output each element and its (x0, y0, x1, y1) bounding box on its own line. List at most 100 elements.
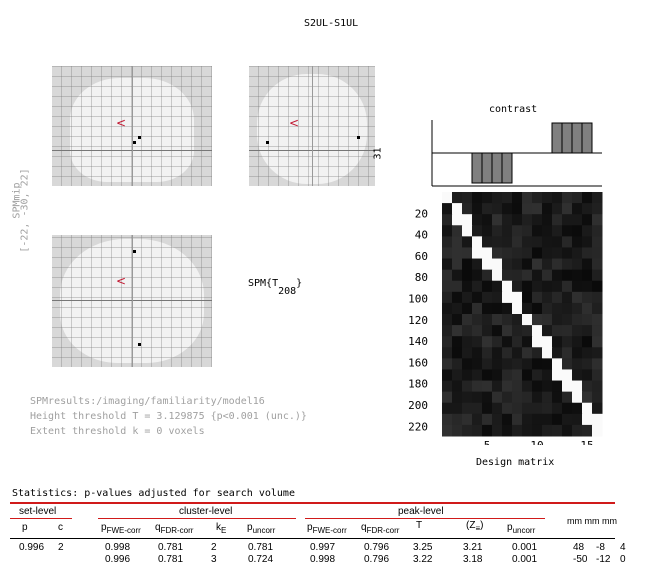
mip-axial[interactable]: < (52, 235, 212, 367)
design-matrix-cell (592, 347, 603, 359)
design-matrix-cell (462, 203, 473, 215)
design-matrix-cell (542, 336, 553, 348)
design-matrix-cell (542, 203, 553, 215)
design-matrix-cell (542, 258, 553, 271)
design-matrix-cell (562, 358, 573, 370)
design-matrix-cell (522, 214, 533, 226)
design-matrix-cell (562, 336, 573, 348)
design-matrix-cell (552, 424, 563, 437)
design-matrix-cell (592, 269, 603, 282)
design-matrix-cell (582, 236, 593, 248)
design-matrix-cell (482, 325, 493, 337)
design-matrix-cell (522, 380, 533, 393)
design-matrix-cell (522, 369, 533, 382)
design-matrix-cell (452, 225, 463, 237)
mip-cursor-marker: < (116, 116, 127, 130)
design-matrix-cell (462, 192, 473, 204)
design-matrix-cell (542, 291, 553, 304)
design-matrix-cell (592, 302, 603, 315)
design-matrix-cell (532, 380, 543, 393)
mip-coronal[interactable]: < (249, 66, 375, 186)
table-cell-p: 0.996 (19, 542, 45, 553)
contrast-bar (571, 122, 583, 154)
mip-cursor-marker: < (116, 274, 127, 288)
design-matrix-cell (482, 402, 493, 415)
design-matrix-cell (492, 413, 503, 426)
cluster-level-rule (98, 518, 296, 519)
design-matrix-cell (452, 214, 463, 226)
table-cell-z: 3.21 (463, 542, 483, 553)
design-matrix-cell (502, 413, 513, 426)
activation-blob (138, 136, 141, 139)
design-matrix-cell (562, 247, 573, 260)
design-matrix-cell (552, 402, 563, 415)
design-matrix-cell (582, 413, 593, 426)
design-matrix-cell (582, 391, 593, 404)
design-matrix-cell (572, 192, 583, 204)
design-matrix-cell (502, 247, 513, 260)
design-matrix-cell (502, 214, 513, 226)
design-matrix-cell (512, 325, 523, 337)
design-matrix-cell (572, 280, 583, 293)
design-matrix-cell (452, 203, 463, 215)
design-matrix-cell (512, 291, 523, 304)
col-puncorr-cluster: puncorr (247, 522, 276, 535)
design-matrix-cell (472, 424, 483, 437)
design-matrix-cell (542, 236, 553, 248)
design-matrix-cell (462, 258, 473, 271)
design-matrix-cell (592, 358, 603, 370)
design-matrix-cell (582, 336, 593, 348)
design-matrix-cell (462, 302, 473, 315)
design-matrix-cell (532, 347, 543, 359)
table-cell-qfdr-p: 0.796 (364, 554, 390, 565)
results-path: SPMresults:/imaging/familiarity/model16 (30, 396, 265, 407)
design-matrix-cell (442, 258, 453, 271)
design-matrix-cell (472, 214, 483, 226)
table-cell-ke: 2 (211, 542, 217, 553)
design-matrix-cell (442, 236, 453, 248)
design-matrix-cell (482, 214, 493, 226)
design-matrix-cell (572, 336, 583, 348)
design-matrix-cell (502, 203, 513, 215)
col-p-set: p (22, 522, 28, 533)
design-matrix-cell (552, 247, 563, 260)
design-matrix-cell (512, 347, 523, 359)
design-matrix-cell (592, 402, 603, 415)
design-matrix-cell (512, 424, 523, 437)
activation-blob (266, 141, 269, 144)
design-matrix-cell (552, 369, 563, 382)
design-matrix-cell (472, 192, 483, 204)
design-matrix-cell (592, 325, 603, 337)
contrast-title: contrast (489, 104, 538, 115)
design-matrix-cell (442, 214, 453, 226)
design-matrix-cell (592, 214, 603, 226)
set-level-rule (10, 518, 72, 519)
design-matrix-cell (502, 258, 513, 271)
design-matrix-cell (552, 225, 563, 237)
design-matrix-cell (452, 347, 463, 359)
design-matrix-cell (462, 402, 473, 415)
design-matrix-cell (542, 280, 553, 293)
mip-sagittal[interactable]: < (52, 66, 212, 186)
design-matrix-cell (562, 380, 573, 393)
design-matrix[interactable]: 20 40 60 80 100 120 140 160 180 200 220 5 10 15 (400, 190, 605, 445)
design-matrix-cell (452, 269, 463, 282)
design-matrix-cell (502, 225, 513, 237)
design-matrix-cell (542, 347, 553, 359)
table-cell-qfdr-p: 0.796 (364, 542, 390, 553)
design-matrix-cell (452, 413, 463, 426)
design-matrix-row-tick: 100 (408, 293, 428, 306)
design-matrix-cell (562, 391, 573, 404)
design-matrix-cell (552, 203, 563, 215)
design-matrix-cell (522, 280, 533, 293)
design-matrix-cell (512, 192, 523, 204)
degrees-of-freedom: 208 (278, 286, 297, 297)
design-matrix-cell (562, 325, 573, 337)
design-matrix-cell (462, 413, 473, 426)
design-matrix-cell (552, 302, 563, 315)
design-matrix-cell (522, 203, 533, 215)
design-matrix-cell (552, 258, 563, 271)
design-matrix-cell (572, 325, 583, 337)
design-matrix-cell (472, 225, 483, 237)
design-matrix-cell (442, 225, 453, 237)
